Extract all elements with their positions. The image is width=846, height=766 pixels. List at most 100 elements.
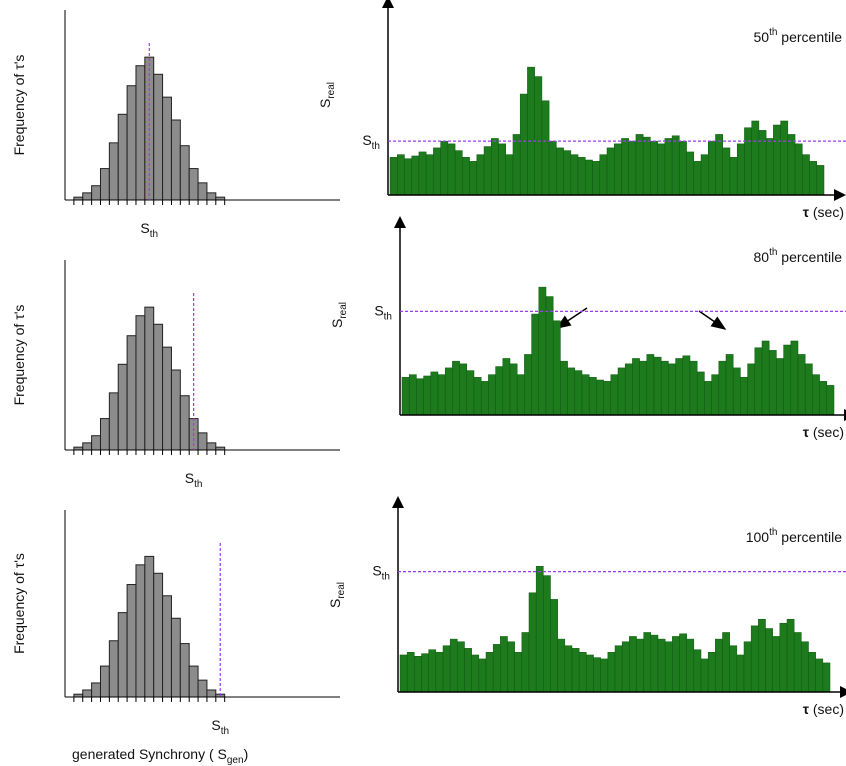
signal-bar (502, 358, 511, 416)
histogram-bar (206, 689, 217, 698)
arrow (698, 310, 727, 330)
signal-bar (809, 161, 818, 196)
signal-bar (629, 636, 637, 693)
signal-bar (779, 622, 788, 693)
y-axis-label-part: S (327, 599, 343, 608)
threshold-label: Sth (372, 562, 390, 582)
signal-bar (599, 154, 608, 196)
histogram-bar (162, 595, 172, 698)
signal-bar (747, 363, 756, 416)
histogram-bar (91, 682, 101, 698)
signal-bar (406, 652, 415, 693)
signal-bar (624, 363, 633, 416)
signal-bar (586, 654, 594, 693)
signal-bar (548, 140, 557, 196)
signal-bar (491, 138, 499, 196)
signal-bar (524, 354, 532, 416)
signal-bar (761, 340, 770, 416)
histogram-bar (108, 392, 119, 451)
signal-bar (773, 124, 781, 196)
signal-bar (736, 143, 745, 196)
signal-bar (819, 381, 828, 416)
signal-bar (476, 154, 485, 196)
signal-bar (700, 658, 709, 693)
signal-bar (718, 360, 727, 416)
signal-bar (538, 286, 547, 416)
signal-bar (444, 367, 453, 416)
signal-bar (414, 656, 422, 693)
chart-title: 50th percentile (753, 27, 842, 45)
signal-bar (430, 371, 439, 416)
signal-bar (545, 296, 554, 416)
signal-bar (543, 575, 551, 693)
signal-bar (603, 381, 612, 416)
signal-bar (466, 370, 475, 416)
signal-bar (521, 632, 530, 693)
y-axis-label: Frequency of τ's (11, 55, 27, 156)
signal-bar (826, 385, 835, 416)
threshold-label: Sth (374, 302, 392, 322)
threshold-label-part: S (211, 717, 220, 733)
signal-bar (653, 356, 662, 416)
signal-bar (614, 645, 623, 693)
signal-bar (505, 154, 514, 196)
histogram-bar (126, 85, 137, 201)
signal-bar (389, 157, 398, 196)
signal-bar (550, 599, 558, 693)
signal-bar (628, 140, 637, 196)
threshold-label-part: S (140, 220, 149, 236)
threshold-label: Sth (140, 220, 158, 240)
signal-bar (815, 658, 824, 693)
x-axis-label: τ (sec) (803, 424, 844, 440)
histogram-bar (170, 119, 181, 201)
threshold-label-part: S (374, 302, 383, 318)
histogram-bar (117, 363, 128, 451)
y-axis-label-part: real (336, 582, 347, 599)
signal-bar (596, 379, 604, 416)
signal-bar (488, 374, 496, 416)
signal-bar (617, 367, 626, 416)
histogram-bar (170, 617, 181, 698)
chart-title-part: percentile (777, 29, 842, 45)
signal-bar (480, 381, 489, 416)
histogram-bar (206, 192, 217, 201)
signal-bar (563, 150, 572, 196)
histogram-bar (99, 665, 110, 698)
signal-bar (516, 374, 525, 416)
x-axis-label-part: ) (244, 746, 249, 762)
signal-bar (606, 147, 615, 196)
histogram-bar (82, 442, 93, 451)
threshold-label-part: th (221, 726, 229, 737)
signal-bar (693, 161, 702, 196)
signal-bar (469, 161, 478, 196)
signal-bar (816, 165, 825, 196)
signal-bar (744, 127, 752, 196)
signal-bar (783, 344, 792, 416)
signal-bar (650, 634, 659, 693)
histogram-bar (108, 142, 119, 201)
histogram-bar (91, 185, 101, 201)
signal-bar (541, 100, 550, 196)
signal-bar (776, 358, 784, 416)
signal-bar (736, 654, 745, 693)
signal-bar (396, 154, 405, 196)
signal-bar (754, 347, 763, 416)
threshold-label: Sth (362, 132, 380, 152)
chart-title-part: 50 (753, 29, 769, 45)
signal-bar (794, 143, 803, 196)
signal-bar (495, 366, 504, 416)
histogram-bar (144, 306, 155, 451)
signal-bar (433, 147, 441, 196)
signal-bar (722, 147, 731, 196)
signal-bar (758, 130, 767, 196)
signal-bar (473, 377, 482, 416)
signal-bar (804, 363, 813, 416)
signal-bar (578, 652, 587, 693)
signal-bar (485, 652, 494, 693)
signal-bar (437, 374, 446, 416)
signal-bar (574, 370, 583, 416)
signal-bar (593, 657, 601, 693)
histogram-bar (206, 442, 217, 451)
signal-bar (454, 150, 463, 196)
